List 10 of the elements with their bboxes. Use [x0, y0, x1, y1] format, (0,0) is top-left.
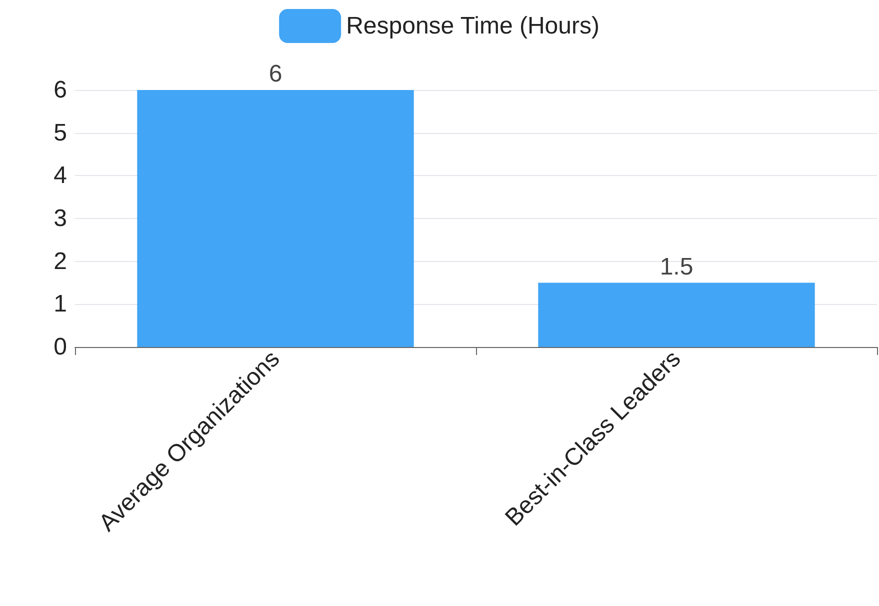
y-tick-label: 0: [54, 334, 67, 360]
y-tick-label: 5: [54, 119, 67, 146]
y-tick-label: 4: [54, 162, 67, 190]
y-tick-label: 1: [54, 290, 67, 318]
data-label: 6: [268, 60, 282, 88]
y-tick-label: 2: [54, 248, 67, 275]
legend-label: Response Time (Hours): [346, 12, 600, 40]
y-tick-label: 6: [54, 76, 67, 104]
y-tick-label: 3: [54, 205, 67, 232]
data-label: 1.5: [660, 253, 694, 280]
